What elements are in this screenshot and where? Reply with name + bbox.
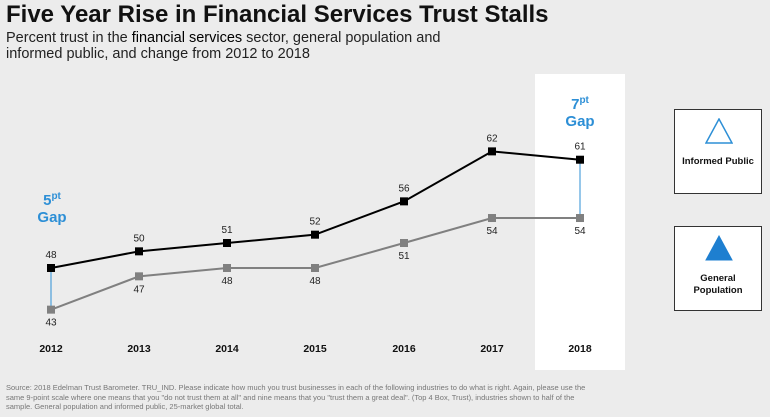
point-informed-2012 [47,264,55,272]
label-general-2016: 51 [398,251,410,262]
x-tick-2012: 2012 [39,343,63,355]
x-tick-2018: 2018 [568,343,592,355]
legend-label-general: General Population [693,273,743,296]
point-general-2018 [576,214,584,223]
legend-label-informed: Informed Public [682,156,754,167]
chart-title: Five Year Rise in Financial Services Tru… [6,1,549,28]
label-general-2012: 43 [45,318,57,329]
point-general-2013 [135,272,143,281]
label-general-2015: 48 [309,276,321,287]
point-informed-2016 [400,197,408,206]
point-general-2015 [311,264,319,272]
x-tick-2015: 2015 [303,343,327,355]
triangle-filled-icon [705,235,733,261]
legend-general-population: General Population [674,226,762,311]
label-informed-2015: 52 [309,217,321,228]
point-informed-2014 [223,239,231,248]
x-tick-2017: 2017 [480,343,504,355]
point-informed-2018 [576,155,584,164]
x-tick-2016: 2016 [392,343,416,355]
source-footnote: Source: 2018 Edelman Trust Barometer. TR… [6,383,586,411]
point-informed-2017 [488,147,496,156]
series-line-informed [50,150,581,269]
chart-subtitle: Percent trust in the financial services … [6,30,441,62]
point-informed-2013 [135,247,143,256]
label-informed-2014: 51 [221,225,233,236]
point-general-2012 [47,305,55,314]
label-informed-2018: 61 [574,142,586,153]
point-general-2016 [400,239,408,248]
triangle-outline-icon [705,118,733,144]
label-informed-2013: 50 [133,233,145,244]
label-general-2013: 47 [133,284,145,295]
label-informed-2016: 56 [398,183,410,194]
legend-informed-public: Informed Public [674,109,762,194]
point-informed-2015 [311,230,319,239]
point-general-2017 [488,214,496,223]
label-informed-2012: 48 [45,250,57,261]
x-tick-2013: 2013 [127,343,151,355]
point-general-2014 [223,264,231,272]
label-general-2018: 54 [574,226,586,237]
label-general-2017: 54 [486,226,498,237]
gap-label-2012: 5pt Gap [37,191,67,227]
label-general-2014: 48 [221,276,233,287]
x-tick-2014: 2014 [215,343,239,355]
label-informed-2017: 62 [486,133,498,144]
gap-label-2018: 7pt Gap [565,95,595,131]
subtitle-bold-sector: financial services [131,30,243,46]
